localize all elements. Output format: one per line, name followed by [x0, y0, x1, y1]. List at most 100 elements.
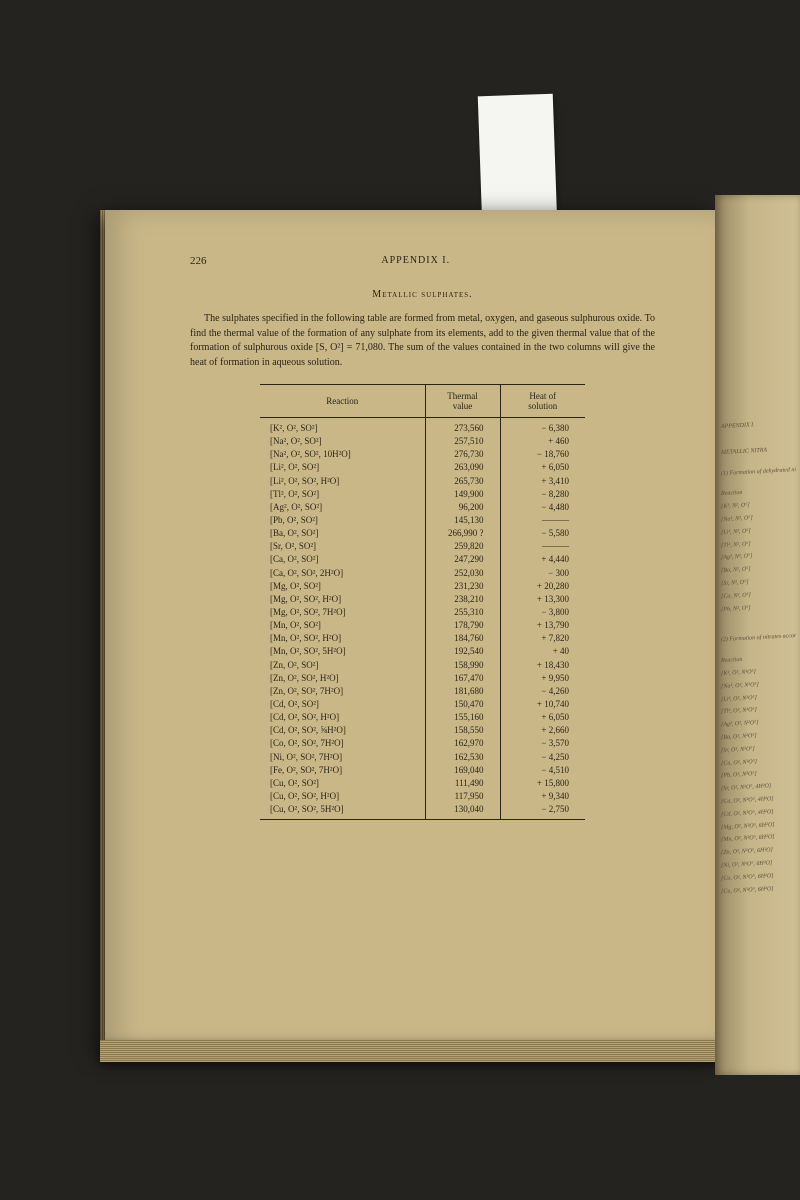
thermal-cell: 130,040 [425, 803, 500, 820]
heat-cell: + 9,950 [500, 671, 585, 684]
table-row: [Co, O², SO², 7H²O]162,970− 3,570 [260, 737, 585, 750]
heat-cell: + 4,440 [500, 553, 585, 566]
reaction-cell: [Tl², O², SO²] [260, 487, 425, 500]
thermal-cell: 155,160 [425, 711, 500, 724]
heat-cell: + 18,430 [500, 658, 585, 671]
table-row: [Zn, O², SO², H²O]167,470+ 9,950 [260, 671, 585, 684]
thermal-cell: 169,040 [425, 763, 500, 776]
reaction-cell: [Mg, O², SO²] [260, 579, 425, 592]
section-title: Metallic sulphates. [190, 289, 655, 300]
table-row: [Mn, O², SO², 5H²O]192,540+ 40 [260, 645, 585, 658]
thermal-cell: 276,730 [425, 448, 500, 461]
book-page-edges-bottom [100, 1040, 720, 1062]
table-row: [Mn, O², SO²]178,790+ 13,790 [260, 619, 585, 632]
right-title: METALLIC NITRA [721, 444, 796, 459]
appendix-label: APPENDIX I. [381, 255, 450, 267]
thermal-cell: 96,200 [425, 500, 500, 513]
thermal-cell: 266,990 ? [425, 527, 500, 540]
heat-cell: + 40 [500, 645, 585, 658]
reaction-cell: [Mg, O², SO², 7H²O] [260, 605, 425, 618]
thermal-cell: 252,030 [425, 566, 500, 579]
thermal-cell: 111,490 [425, 776, 500, 789]
table-row: [Sr, O², SO²]259,820——— [260, 540, 585, 553]
heat-cell: − 3,570 [500, 737, 585, 750]
header-reaction: Reaction [260, 385, 425, 418]
table-row: [Cd, O², SO²]150,470+ 10,740 [260, 697, 585, 710]
reaction-cell: [Co, O², SO², 7H²O] [260, 737, 425, 750]
bookmark-paper [478, 94, 557, 227]
heat-cell: ——— [500, 540, 585, 553]
heat-cell: + 10,740 [500, 697, 585, 710]
thermal-cell: 255,310 [425, 605, 500, 618]
thermal-cell: 145,130 [425, 513, 500, 526]
book-left-page: 226 APPENDIX I. Metallic sulphates. The … [105, 210, 715, 1050]
table-row: [Na², O², SO²]257,510+ 460 [260, 435, 585, 448]
right-page-partial-text: APPENDIX I. METALLIC NITRA (1) Formation… [721, 418, 796, 901]
heat-cell: + 13,790 [500, 619, 585, 632]
heat-cell: − 18,760 [500, 448, 585, 461]
table-row: [K², O², SO²]273,560− 6,380 [260, 418, 585, 435]
heat-cell: + 460 [500, 435, 585, 448]
thermal-cell: 181,680 [425, 684, 500, 697]
reaction-cell: [Cd, O², SO², ⅝H²O] [260, 724, 425, 737]
thermal-cell: 117,950 [425, 789, 500, 802]
table-row: [Ba, O², SO²]266,990 ?− 5,580 [260, 527, 585, 540]
heat-cell: + 2,660 [500, 724, 585, 737]
heat-cell: − 4,260 [500, 684, 585, 697]
table-row: [Li², O², SO², H²O]265,730+ 3,410 [260, 474, 585, 487]
thermal-cell: 150,470 [425, 697, 500, 710]
heat-cell: − 4,510 [500, 763, 585, 776]
heat-cell: − 4,480 [500, 500, 585, 513]
reaction-cell: [Zn, O², SO²] [260, 658, 425, 671]
heat-cell: + 20,280 [500, 579, 585, 592]
table-row: [Cu, O², SO², H²O]117,950+ 9,340 [260, 789, 585, 802]
thermal-cell: 231,230 [425, 579, 500, 592]
intro-paragraph: The sulphates specified in the following… [190, 312, 655, 370]
table-row: [Zn, O², SO²]158,990+ 18,430 [260, 658, 585, 671]
heat-cell: − 3,800 [500, 605, 585, 618]
thermal-cell: 158,990 [425, 658, 500, 671]
header-thermal: Thermal value [425, 385, 500, 418]
reaction-cell: [Na², O², SO², 10H²O] [260, 448, 425, 461]
reaction-cell: [Sr, O², SO²] [260, 540, 425, 553]
table-row: [Li², O², SO²]263,090+ 6,050 [260, 461, 585, 474]
thermal-cell: 263,090 [425, 461, 500, 474]
heat-cell: + 3,410 [500, 474, 585, 487]
heat-cell: − 6,380 [500, 418, 585, 435]
heat-cell: + 9,340 [500, 789, 585, 802]
reaction-cell: [Fe, O², SO², 7H²O] [260, 763, 425, 776]
page-number: 226 [190, 255, 207, 267]
heat-cell: − 4,250 [500, 750, 585, 763]
page-header: 226 APPENDIX I. [190, 255, 655, 267]
table-header-row: Reaction Thermal value Heat of solution [260, 385, 585, 418]
thermal-cell: 162,970 [425, 737, 500, 750]
reaction-cell: [Zn, O², SO², H²O] [260, 671, 425, 684]
heat-cell: + 6,050 [500, 711, 585, 724]
thermal-cell: 149,900 [425, 487, 500, 500]
heat-cell: − 2,750 [500, 803, 585, 820]
thermal-cell: 184,760 [425, 632, 500, 645]
thermal-cell: 273,560 [425, 418, 500, 435]
right-header: APPENDIX I. [721, 418, 796, 433]
table-row: [Mg, O², SO²]231,230+ 20,280 [260, 579, 585, 592]
heat-cell: − 300 [500, 566, 585, 579]
table-row: [Mg, O², SO², H²O]238,210+ 13,300 [260, 592, 585, 605]
reaction-cell: [Li², O², SO², H²O] [260, 474, 425, 487]
table-row: [Pb, O², SO²]145,130——— [260, 513, 585, 526]
table-row: [Fe, O², SO², 7H²O]169,040− 4,510 [260, 763, 585, 776]
table-row: [Na², O², SO², 10H²O]276,730− 18,760 [260, 448, 585, 461]
reaction-cell: [Ag², O², SO²] [260, 500, 425, 513]
thermal-cell: 178,790 [425, 619, 500, 632]
header-heat: Heat of solution [500, 385, 585, 418]
reaction-cell: [Mn, O², SO², 5H²O] [260, 645, 425, 658]
heat-cell: − 8,280 [500, 487, 585, 500]
heat-cell: ——— [500, 513, 585, 526]
reaction-cell: [Cu, O², SO², 5H²O] [260, 803, 425, 820]
table-row: [Ag², O², SO²]96,200− 4,480 [260, 500, 585, 513]
table-row: [Zn, O², SO², 7H²O]181,680− 4,260 [260, 684, 585, 697]
page-content: 226 APPENDIX I. Metallic sulphates. The … [105, 210, 715, 850]
thermal-cell: 162,530 [425, 750, 500, 763]
reaction-cell: [Na², O², SO²] [260, 435, 425, 448]
reaction-cell: [Cd, O², SO², H²O] [260, 711, 425, 724]
reaction-cell: [Cd, O², SO²] [260, 697, 425, 710]
